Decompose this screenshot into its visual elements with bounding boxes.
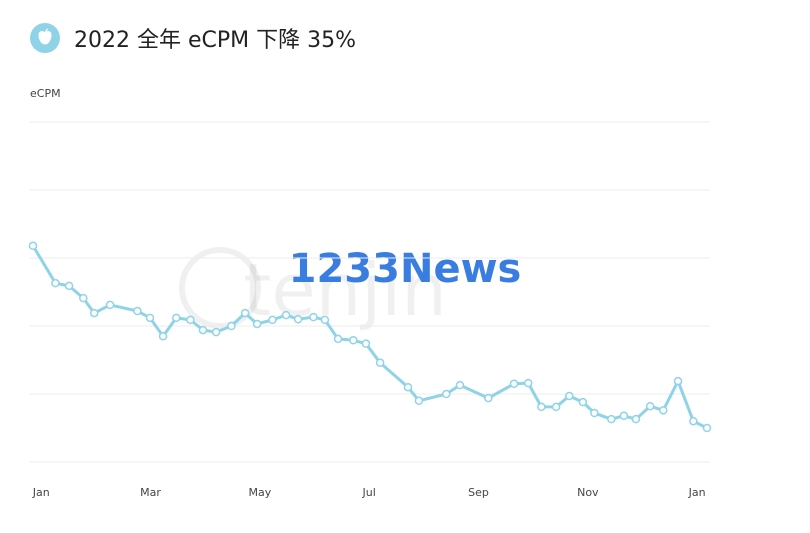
watermark: 1233News bbox=[289, 246, 522, 292]
plot-area: Jan Mar May Jul Sep Nov Jan bbox=[28, 121, 712, 499]
data-point bbox=[673, 376, 683, 386]
x-tick-label: Sep bbox=[468, 486, 489, 499]
x-tick-label: Nov bbox=[577, 486, 599, 499]
chart-title: 2022 全年 eCPM 下降 35% bbox=[74, 28, 356, 53]
apple-logo bbox=[38, 28, 52, 45]
data-point bbox=[133, 306, 142, 316]
data-point bbox=[631, 414, 641, 424]
x-tick-label: Mar bbox=[140, 486, 161, 499]
data-point bbox=[659, 406, 668, 415]
data-point bbox=[564, 391, 574, 401]
data-point bbox=[240, 308, 250, 318]
data-point bbox=[361, 339, 371, 348]
data-point bbox=[645, 401, 655, 411]
data-point bbox=[455, 380, 465, 390]
data-point bbox=[171, 313, 181, 323]
data-point bbox=[578, 397, 588, 407]
data-point bbox=[145, 313, 155, 323]
data-point bbox=[268, 315, 277, 325]
data-point bbox=[281, 310, 291, 320]
data-point bbox=[89, 308, 99, 318]
data-point bbox=[349, 336, 358, 345]
data-point bbox=[198, 325, 208, 335]
data-point bbox=[227, 321, 236, 331]
data-point bbox=[484, 393, 493, 403]
data-point bbox=[105, 300, 115, 310]
data-point bbox=[293, 314, 303, 324]
data-point bbox=[51, 278, 60, 288]
data-point bbox=[320, 315, 330, 325]
data-point bbox=[64, 281, 74, 291]
x-tick-label: Jan bbox=[32, 486, 50, 499]
data-point bbox=[186, 315, 195, 325]
data-point bbox=[524, 378, 533, 388]
data-point bbox=[551, 402, 561, 412]
data-point bbox=[211, 327, 221, 337]
data-point bbox=[607, 414, 616, 424]
data-point bbox=[309, 312, 318, 322]
x-tick-label: May bbox=[248, 486, 271, 499]
x-tick-label: Jul bbox=[362, 486, 376, 499]
data-point bbox=[333, 334, 343, 344]
data-point bbox=[414, 396, 424, 406]
data-point bbox=[537, 402, 546, 412]
data-point bbox=[442, 389, 451, 399]
data-point bbox=[619, 411, 629, 421]
data-point bbox=[375, 358, 385, 367]
data-point bbox=[509, 379, 519, 389]
data-point bbox=[702, 423, 712, 433]
y-axis-label: eCPM bbox=[30, 87, 61, 100]
data-point bbox=[590, 408, 599, 418]
data-point bbox=[403, 382, 413, 392]
data-point bbox=[28, 241, 38, 251]
data-point bbox=[158, 331, 168, 341]
data-point bbox=[79, 293, 88, 303]
data-point bbox=[252, 319, 262, 329]
data-point bbox=[689, 416, 698, 426]
x-tick-label: Jan bbox=[688, 486, 706, 499]
